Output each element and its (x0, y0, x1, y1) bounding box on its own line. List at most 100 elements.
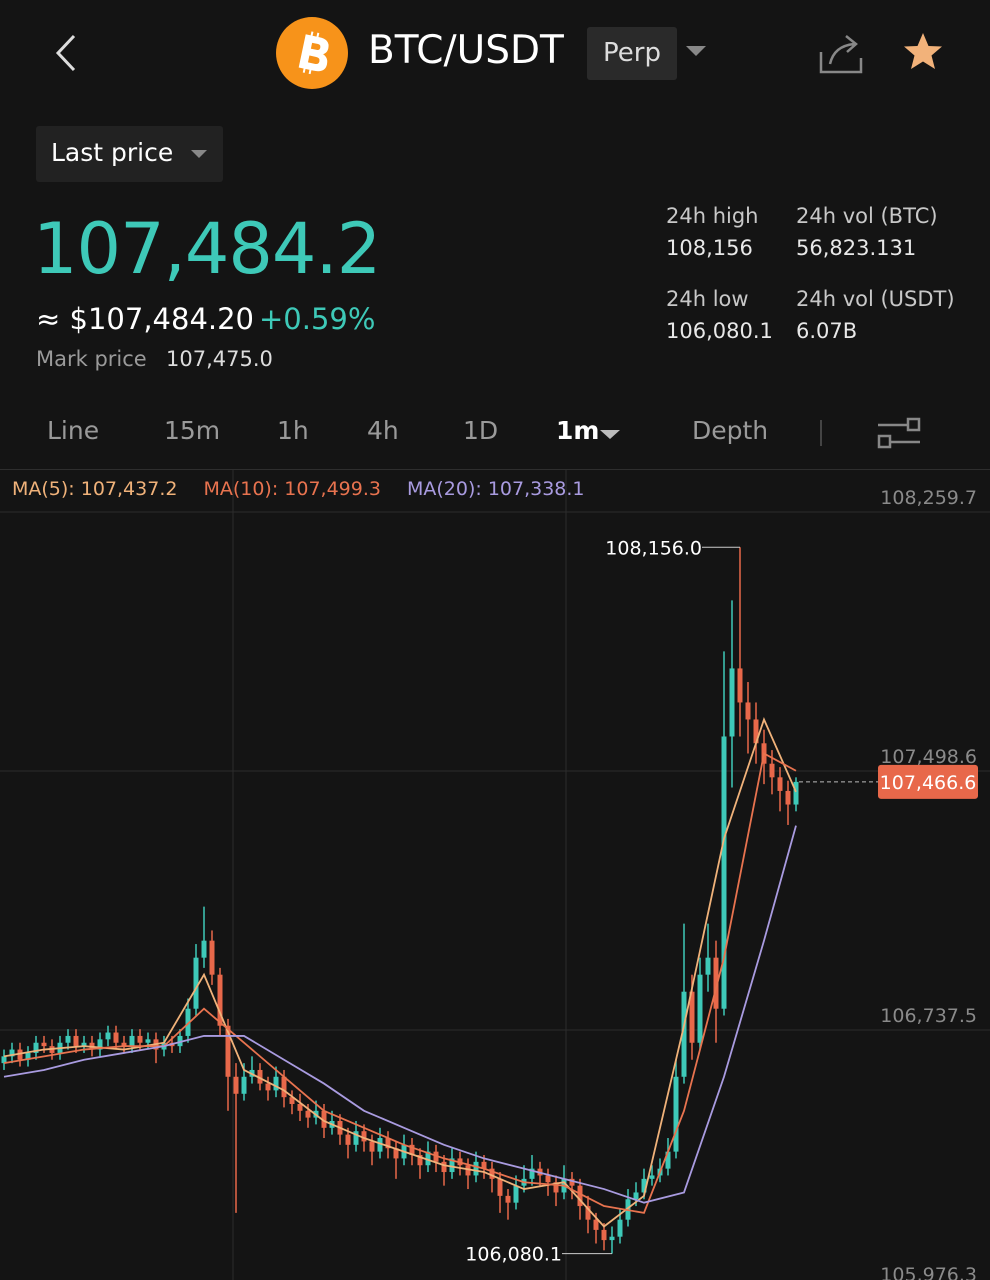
candle-body (145, 1039, 151, 1043)
candle-body (449, 1158, 455, 1173)
candle-body (377, 1138, 383, 1152)
dropdown-caret (191, 150, 207, 158)
candle-body (721, 736, 727, 1009)
candle-body (193, 957, 199, 1009)
y-tick-label: 107,498.6 (880, 746, 977, 768)
candle-body (473, 1161, 479, 1176)
candle-body (745, 702, 751, 720)
candle-body (81, 1042, 87, 1047)
last-price-box (878, 764, 978, 799)
candle-body (289, 1097, 295, 1104)
candle-body (209, 940, 215, 975)
candle-body (529, 1168, 535, 1179)
contract-badge[interactable]: Perp (587, 27, 677, 80)
candle-body (25, 1052, 31, 1060)
candle-body (689, 991, 695, 1043)
candle-body (465, 1165, 471, 1176)
candle-body (489, 1168, 495, 1179)
candle-body (497, 1178, 503, 1196)
dropdown-caret[interactable] (686, 46, 706, 58)
candle-body (113, 1032, 119, 1043)
candle-body (649, 1175, 655, 1179)
candle-body (769, 763, 775, 778)
candle-body (361, 1131, 367, 1142)
max-label: 108,156.0 (605, 537, 702, 559)
min-label: 106,080.1 (465, 1244, 562, 1266)
candle-body (185, 1008, 191, 1036)
share-icon[interactable] (818, 30, 864, 74)
candle-body (297, 1103, 303, 1111)
candle-body (785, 790, 791, 805)
candle-body (705, 957, 711, 975)
candle-body (345, 1134, 351, 1145)
last-price-label: 107,466.6 (880, 772, 977, 794)
candle-body (601, 1229, 607, 1241)
candle-body (353, 1131, 359, 1145)
candle-body (273, 1076, 279, 1091)
stat-label: 24h high (666, 204, 759, 228)
candle-body (641, 1178, 647, 1193)
candle-body (753, 719, 759, 744)
tab[interactable]: 4h (367, 416, 399, 445)
mark-label: Mark price (36, 347, 147, 371)
stat-label: 24h low (666, 287, 749, 311)
candle-body (441, 1161, 447, 1173)
candle-body (233, 1076, 239, 1094)
candle-body (505, 1195, 511, 1203)
candle-body (425, 1151, 431, 1166)
candle-body (17, 1049, 23, 1060)
candle-body (105, 1032, 111, 1040)
candle-body (241, 1076, 247, 1094)
tab[interactable]: Depth (692, 416, 769, 445)
stat-label: 24h vol (USDT) (796, 287, 955, 311)
candle-body (73, 1035, 79, 1047)
ma-legend: MA(5): 107,437.2 (12, 478, 177, 500)
tab-active[interactable]: 1m (556, 416, 600, 445)
ma-legend: MA(20): 107,338.1 (407, 478, 585, 500)
candle-body (433, 1151, 439, 1162)
candle-body (9, 1049, 15, 1057)
candle-body (681, 991, 687, 1077)
price-type-select[interactable]: Last price (36, 126, 223, 182)
candle-body (577, 1185, 583, 1207)
stat-value: 106,080.1 (666, 319, 773, 343)
candle-body (217, 974, 223, 1026)
tab-separator (820, 420, 822, 446)
y-tick-label: 106,737.5 (880, 1005, 977, 1027)
candle-body (137, 1035, 143, 1043)
divider (0, 469, 990, 470)
candle-body (409, 1144, 415, 1156)
candle-body (585, 1206, 591, 1220)
candle-body (321, 1110, 327, 1128)
candle-body (513, 1185, 519, 1203)
settings-icon[interactable] (876, 416, 922, 450)
btc-logo (276, 17, 348, 89)
candle-body (665, 1151, 671, 1169)
stat-value: 56,823.131 (796, 236, 917, 260)
back-button[interactable] (50, 32, 84, 74)
candle-body (201, 940, 207, 958)
ma-line (3, 716, 797, 1228)
tab[interactable]: 1h (277, 416, 309, 445)
stat-value: 108,156 (666, 236, 753, 260)
tab[interactable]: 1D (463, 416, 499, 445)
candle-body (97, 1039, 103, 1050)
candle-body (417, 1155, 423, 1166)
candle-body (1, 1056, 7, 1064)
candle-body (33, 1042, 39, 1053)
favorite-star[interactable] (901, 31, 945, 73)
candle-body (777, 777, 783, 791)
candle-body (257, 1069, 263, 1084)
candle-body (673, 1076, 679, 1152)
symbol: BTC/USDT (368, 28, 564, 73)
candle-body (729, 668, 735, 737)
candle-body (609, 1236, 615, 1241)
tab[interactable]: Line (47, 416, 100, 445)
candle-body (393, 1148, 399, 1159)
ma-line (3, 752, 797, 1214)
candle-body (385, 1138, 391, 1149)
candle-body (121, 1042, 127, 1047)
price-change: +0.59% (259, 302, 376, 336)
candle-body (737, 668, 743, 703)
tab[interactable]: 15m (164, 416, 221, 445)
